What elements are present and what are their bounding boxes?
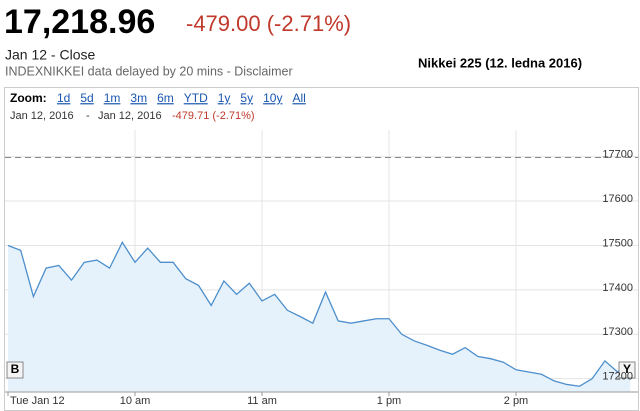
x-tick-label: 10 am [120,395,151,407]
zoom-link[interactable]: 3m [130,91,147,105]
source-note: INDEXNIKKEI data delayed by 20 mins - Di… [5,64,293,78]
range-change: -479.71 (-2.71%) [172,110,255,122]
zoom-link[interactable]: 6m [157,91,174,105]
x-tick-label: 11 am [247,395,277,407]
date-separator: - [86,110,90,122]
close-label: Jan 12 - Close [5,47,95,63]
price: 17,218.96 [4,3,155,41]
zoom-link[interactable]: 10y [263,91,282,105]
y-tick-label: 17200 [602,371,633,383]
price-line [7,241,631,387]
caption: Nikkei 225 (12. ledna 2016) [418,55,582,70]
zoom-link[interactable]: YTD [184,91,208,105]
scroll-button[interactable] [6,361,24,379]
zoom-link[interactable]: 1m [104,91,121,105]
zoom-link[interactable]: All [292,91,305,105]
y-tick-label: 17300 [602,326,633,338]
price-change: -479.00 (-2.71%) [186,11,351,36]
x-tick-label: 2 pm [504,395,528,407]
date-to: Jan 12, 2016 [98,110,162,122]
y-tick-label: 17400 [602,282,633,294]
y-tick-label: 17700 [602,149,633,161]
zoom-link[interactable]: 1d [57,91,70,105]
scroll-button-label[interactable]: B [11,362,20,376]
zoom-label: Zoom: [10,91,47,105]
y-tick-label: 17600 [602,193,633,205]
x-tick-label: 1 pm [377,395,401,407]
scroll-button-label[interactable]: Y [623,362,631,376]
date-from: Jan 12, 2016 [10,110,74,122]
zoom-link[interactable]: 5d [80,91,93,105]
zoom-link[interactable]: 1y [218,91,231,105]
x-tick-label: Tue Jan 12 [10,395,65,407]
zoom-link[interactable]: 5y [240,91,253,105]
y-tick-label: 17500 [602,237,633,249]
scroll-button[interactable] [618,361,636,379]
